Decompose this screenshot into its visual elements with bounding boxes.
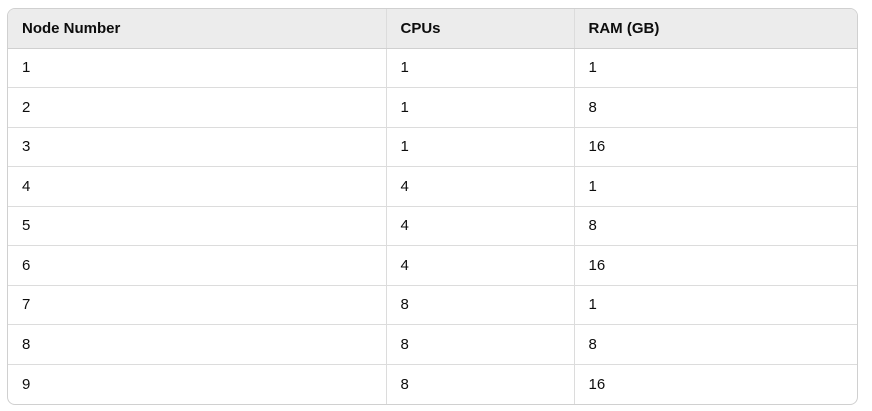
- node-table-container: Node Number CPUs RAM (GB) 1 1 1 2 1 8 3 …: [7, 8, 858, 405]
- cell-node-number: 7: [8, 285, 386, 325]
- cell-ram: 8: [573, 206, 857, 246]
- header-cpus: CPUs: [385, 9, 574, 49]
- header-ram-gb: RAM (GB): [573, 9, 857, 49]
- cell-cpus: 8: [385, 364, 574, 404]
- cell-ram: 8: [573, 324, 857, 365]
- table-row: 9 8 16: [8, 364, 857, 404]
- cell-cpus: 8: [385, 285, 574, 325]
- cell-node-number: 5: [8, 206, 386, 246]
- cell-node-number: 9: [22, 375, 31, 393]
- cell-ram: 16: [573, 245, 857, 286]
- node-table: Node Number CPUs RAM (GB) 1 1 1 2 1 8 3 …: [8, 9, 857, 404]
- cell-node-number: 1: [8, 48, 386, 88]
- cell-node-number: 4: [8, 166, 386, 207]
- cell-cpus: 1: [385, 127, 574, 167]
- cell-ram: 16: [573, 364, 857, 404]
- cell-node-number: 3: [8, 127, 386, 167]
- table-row: 4 4 1: [8, 166, 857, 207]
- table-row: 5 4 8: [8, 206, 857, 246]
- table-header-row: Node Number CPUs RAM (GB): [8, 9, 857, 49]
- table-row: 2 1 8: [8, 87, 857, 128]
- table-row: 8 8 8: [8, 324, 857, 365]
- cell-ram: 1: [573, 48, 857, 88]
- cell-cpus: 1: [385, 48, 574, 88]
- cell-ram: 16: [573, 127, 857, 167]
- table-row: 1 1 1: [8, 48, 857, 88]
- cell-ram: 1: [573, 166, 857, 207]
- cell-ram: 1: [573, 285, 857, 325]
- table-row: 7 8 1: [8, 285, 857, 325]
- cell-cpus: 8: [385, 324, 574, 365]
- cell-cpus: 1: [385, 87, 574, 128]
- cell-node-number: 8: [8, 324, 386, 365]
- cell-cpus: 4: [385, 166, 574, 207]
- cell-cpus: 4: [385, 245, 574, 286]
- cell-node-number: 2: [8, 87, 386, 128]
- table-row: 3 1 16: [8, 127, 857, 167]
- cell-ram: 8: [573, 87, 857, 128]
- table-row: 6 4 16: [8, 245, 857, 286]
- cell-node-number: 6: [8, 245, 386, 286]
- header-node-number: Node Number: [8, 9, 386, 49]
- cell-cpus: 4: [385, 206, 574, 246]
